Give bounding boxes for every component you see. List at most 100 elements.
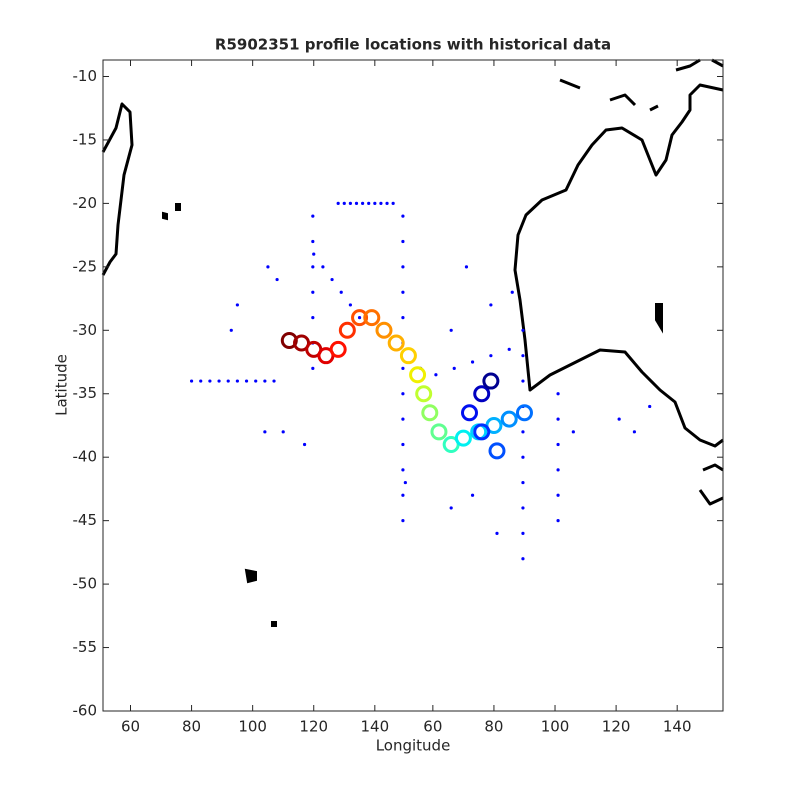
historical-point (208, 379, 212, 383)
historical-point (556, 519, 560, 523)
profile-marker (454, 429, 472, 447)
island (244, 568, 257, 584)
x-tick-label: 100 (238, 718, 267, 736)
historical-point (342, 201, 346, 205)
profile-marker (329, 340, 347, 358)
historical-point (434, 373, 438, 377)
historical-point (556, 442, 560, 447)
x-tick-label: 60 (423, 718, 442, 736)
historical-point (401, 392, 405, 396)
historical-point (521, 480, 525, 485)
x-tick-label: 80 (182, 718, 201, 736)
y-tick-label: -25 (73, 257, 98, 275)
historical-point (632, 430, 637, 434)
historical-point (556, 468, 560, 472)
historical-point (354, 201, 359, 205)
historical-point (556, 392, 560, 396)
profile-marker (351, 309, 369, 327)
historical-point (507, 347, 511, 351)
x-tick-label: 120 (299, 718, 328, 736)
profile-marker (375, 321, 393, 339)
historical-point (401, 290, 405, 294)
axes-frame (102, 59, 724, 712)
historical-point (199, 379, 203, 383)
historical-point (302, 442, 307, 447)
profile-marker (430, 423, 448, 441)
profile-marker (409, 366, 427, 384)
historical-point (521, 531, 525, 535)
profile-marker (387, 334, 405, 352)
historical-point (272, 379, 276, 383)
historical-point (489, 303, 493, 307)
historical-point (263, 379, 267, 383)
historical-point (235, 303, 239, 307)
y-tick-label: -40 (73, 448, 98, 466)
historical-point (311, 214, 315, 218)
historical-point (348, 201, 352, 205)
historical-point (521, 328, 525, 332)
historical-point (489, 354, 493, 358)
historical-point (648, 404, 652, 409)
historical-point (348, 303, 352, 307)
y-tick-label: -45 (73, 511, 98, 529)
historical-point (464, 265, 469, 269)
historical-point (266, 265, 270, 269)
profile-marker (461, 404, 479, 422)
marks (189, 201, 652, 561)
historical-point (401, 366, 405, 370)
historical-point (226, 379, 230, 383)
historical-point (336, 201, 340, 205)
profile-marker (363, 309, 381, 327)
x-tick-label: 60 (121, 718, 140, 736)
historical-point (281, 430, 285, 434)
historical-point (361, 201, 365, 205)
profile-marker (500, 410, 518, 428)
historical-point (521, 430, 525, 434)
historical-point (617, 417, 621, 421)
profile-marker (473, 423, 491, 441)
historical-point (229, 328, 233, 332)
x-tick-label: 120 (602, 718, 631, 736)
historical-point (217, 379, 221, 383)
historical-point (235, 379, 239, 383)
y-tick-label: -10 (73, 67, 98, 85)
historical-point (330, 277, 334, 282)
y-tick-label: -60 (73, 702, 98, 720)
historical-point (401, 468, 405, 472)
historical-point (403, 480, 407, 485)
historical-point (401, 519, 405, 523)
historical-point (521, 455, 525, 459)
historical-point (521, 506, 525, 510)
historical-point (521, 354, 525, 358)
chart-title: R5902351 profile locations with historic… (215, 36, 611, 54)
profile-marker (515, 404, 533, 422)
historical-point (571, 430, 575, 434)
historical-point (449, 328, 453, 332)
historical-point (391, 201, 395, 205)
profile-marker (482, 372, 500, 390)
historical-point (556, 417, 560, 421)
y-tick-label: -55 (73, 638, 98, 656)
historical-point (339, 290, 343, 294)
historical-point (401, 239, 405, 244)
historical-point (189, 379, 194, 383)
historical-point (401, 417, 405, 421)
historical-point (311, 366, 315, 370)
y-tick-label: -30 (73, 321, 98, 339)
coastline (698, 463, 724, 506)
plot-area (103, 60, 723, 711)
profile-marker (399, 347, 417, 365)
coastline (513, 83, 724, 448)
historical-point (470, 360, 475, 364)
x-tick-label: 140 (663, 718, 692, 736)
profile-marker (415, 385, 433, 403)
historical-point (263, 430, 267, 434)
x-axis-label: Longitude (376, 737, 451, 755)
historical-point (275, 277, 279, 282)
coastline (559, 58, 724, 112)
historical-point (401, 265, 405, 269)
x-tick-label: 140 (361, 718, 390, 736)
historical-point (449, 506, 453, 510)
